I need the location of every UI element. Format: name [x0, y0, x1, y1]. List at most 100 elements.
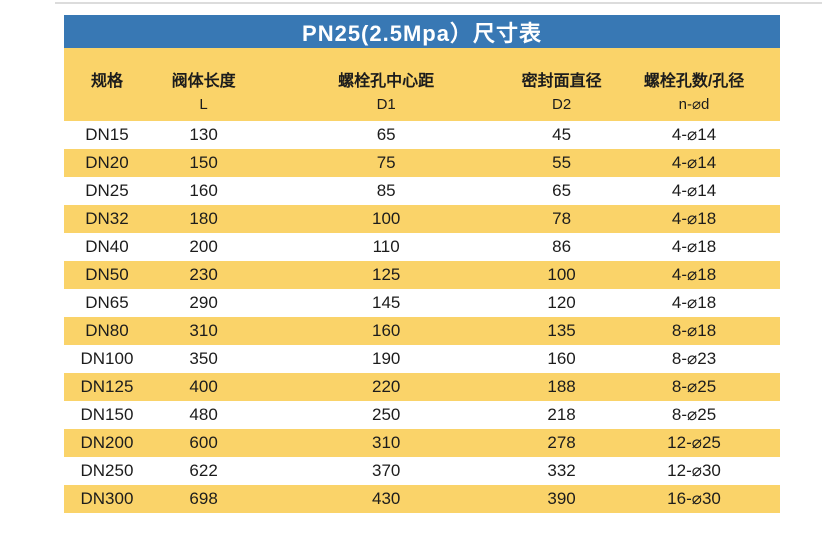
table-row: DN150 480 250 218 8-⌀25	[64, 401, 780, 429]
table-cell: 390	[547, 489, 576, 508]
column-label: 螺栓孔中心距	[338, 73, 435, 90]
column-sub-label: L	[199, 96, 208, 113]
table-cell: 65	[376, 125, 396, 144]
table-row: DN50 230 125 100 4-⌀18	[64, 261, 780, 289]
table-cell: 160	[371, 321, 401, 340]
column-sub-label: D2	[551, 96, 572, 113]
table-cell: DN200	[80, 433, 134, 452]
table-cell: 110	[372, 237, 400, 256]
table-cell: 400	[189, 377, 218, 396]
table-cell: 130	[189, 125, 218, 144]
table-cell: 135	[547, 321, 576, 340]
column-label: 螺栓孔数/孔径	[643, 73, 745, 90]
table-cell: 4-⌀18	[671, 237, 717, 256]
table-cell: 190	[371, 349, 401, 368]
table-cell: 16-⌀30	[667, 489, 721, 508]
table-cell: DN65	[85, 293, 129, 312]
table-cell: 310	[371, 433, 401, 452]
table-cell: DN300	[80, 489, 134, 508]
table-cell: 45	[552, 125, 572, 144]
table-cell: 4-⌀18	[671, 293, 717, 312]
table-cell: 160	[547, 349, 576, 368]
table-cell: 100	[547, 265, 576, 284]
table-cell: 480	[189, 405, 218, 424]
table-cell: 8-⌀25	[671, 405, 717, 424]
table-cell: 8-⌀25	[671, 377, 717, 396]
table-cell: 4-⌀18	[671, 209, 717, 228]
table-cell: 350	[189, 349, 218, 368]
table-header-row: 规格 阀体长度 L 螺栓孔中心距 D1 密封面直径 D2 螺栓孔数/孔径 n-⌀…	[64, 48, 780, 121]
column-label: 密封面直径	[521, 73, 602, 90]
column-sub-label: n-⌀d	[678, 96, 710, 113]
table-cell: DN25	[85, 181, 129, 200]
table-cell: 370	[371, 461, 401, 480]
table-cell: 8-⌀23	[671, 349, 717, 368]
table-cell: 622	[189, 461, 218, 480]
table-row: DN15 130 65 45 4-⌀14	[64, 121, 780, 149]
table-cell: 200	[189, 237, 218, 256]
table-row: DN25 160 85 65 4-⌀14	[64, 177, 780, 205]
table-cell: 290	[189, 293, 218, 312]
table-cell: DN15	[85, 125, 129, 144]
table-cell: 55	[552, 153, 572, 172]
table-row: DN300 698 430 390 16-⌀30	[64, 485, 780, 513]
table-cell: DN40	[85, 237, 129, 256]
table-cell: 310	[189, 321, 218, 340]
table-row: DN40 200 110 86 4-⌀18	[64, 233, 780, 261]
table-cell: 86	[552, 237, 572, 256]
column-label: 阀体长度	[171, 73, 236, 90]
table-body: DN15 130 65 45 4-⌀14 DN20 150 75 55 4-⌀14 DN25 160 8…	[64, 121, 780, 513]
table-cell: 278	[547, 433, 576, 452]
table-cell: 220	[371, 377, 401, 396]
table-cell: 430	[371, 489, 401, 508]
table-cell: 250	[371, 405, 401, 424]
table-cell: 332	[547, 461, 576, 480]
table-row: DN80 310 160 135 8-⌀18	[64, 317, 780, 345]
table-cell: 78	[552, 209, 572, 228]
table-cell: 4-⌀14	[671, 125, 717, 144]
table-cell: 180	[189, 209, 218, 228]
table-cell: 230	[189, 265, 218, 284]
table-cell: 4-⌀14	[671, 181, 717, 200]
table-cell: DN80	[85, 321, 129, 340]
column-header-bolt-circle: 螺栓孔中心距 D1	[257, 48, 515, 121]
table-row: DN250 622 370 332 12-⌀30	[64, 457, 780, 485]
dimension-spec-table: PN25(2.5Mpa）尺寸表 规格 阀体长度 L 螺栓孔中心距 D1 密封面直…	[64, 15, 780, 513]
table-cell: 4-⌀18	[671, 265, 717, 284]
column-header-spec: 规格	[64, 48, 150, 121]
column-header-body-length: 阀体长度 L	[150, 48, 257, 121]
table-row: DN20 150 75 55 4-⌀14	[64, 149, 780, 177]
table-cell: DN150	[80, 405, 134, 424]
table-title-bar: PN25(2.5Mpa）尺寸表	[64, 15, 780, 48]
table-row: DN100 350 190 160 8-⌀23	[64, 345, 780, 373]
table-cell: 65	[552, 181, 572, 200]
table-row: DN125 400 220 188 8-⌀25	[64, 373, 780, 401]
table-cell: 75	[376, 153, 396, 172]
table-cell: 188	[547, 377, 576, 396]
column-header-bolt-count: 螺栓孔数/孔径 n-⌀d	[608, 48, 780, 121]
top-divider-line	[55, 2, 822, 4]
table-cell: 160	[189, 181, 218, 200]
table-cell: DN250	[80, 461, 134, 480]
table-cell: 150	[189, 153, 218, 172]
table-row: DN65 290 145 120 4-⌀18	[64, 289, 780, 317]
table-row: DN32 180 100 78 4-⌀18	[64, 205, 780, 233]
table-cell: DN20	[85, 153, 129, 172]
table-cell: DN100	[80, 349, 134, 368]
column-sub-label: D1	[376, 96, 396, 113]
table-cell: 145	[371, 293, 401, 312]
column-label: 规格	[90, 73, 123, 90]
table-cell: 120	[547, 293, 576, 312]
column-header-seal-face: 密封面直径 D2	[515, 48, 608, 121]
table-cell: 4-⌀14	[671, 153, 717, 172]
table-row: DN200 600 310 278 12-⌀25	[64, 429, 780, 457]
table-cell: 600	[189, 433, 218, 452]
table-cell: DN125	[80, 377, 134, 396]
table-cell: DN50	[85, 265, 129, 284]
table-cell: 8-⌀18	[671, 321, 717, 340]
table-title: PN25(2.5Mpa）尺寸表	[302, 20, 542, 46]
table-cell: 100	[371, 209, 401, 228]
table-cell: 85	[376, 181, 396, 200]
table-cell: 218	[547, 405, 576, 424]
table-cell: 125	[371, 265, 401, 284]
